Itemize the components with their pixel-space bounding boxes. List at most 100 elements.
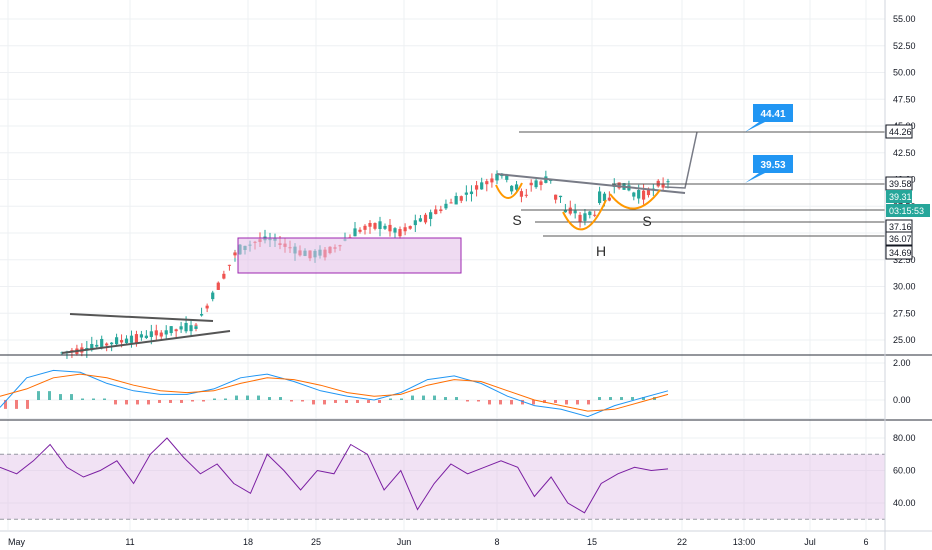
time-tick-label: Jul: [804, 537, 816, 547]
macd-histogram-bar: [59, 394, 62, 400]
price-tag-box[interactable]: [886, 204, 930, 217]
macd-histogram-bar: [4, 400, 7, 409]
candle-body: [539, 181, 543, 185]
macd-histogram-bar: [70, 394, 73, 400]
candle-body: [598, 191, 602, 204]
candle-body: [100, 338, 104, 348]
candle-body: [510, 185, 514, 192]
time-tick-label: 13:00: [733, 537, 756, 547]
price-tick-label: 50.00: [893, 68, 916, 78]
triangle-upper-trendline: [69, 313, 214, 322]
time-tick-label: 11: [125, 537, 134, 547]
price-tag-box[interactable]: [885, 231, 913, 246]
candle-body: [646, 188, 651, 196]
price-tag-label: 36.07: [889, 234, 912, 244]
macd-histogram-bar: [345, 400, 348, 403]
candle-body: [519, 191, 524, 197]
macd-histogram-bar: [521, 400, 524, 405]
price-tag-box[interactable]: [885, 124, 913, 139]
candle-body: [554, 194, 558, 200]
macd-histogram-bar: [48, 391, 51, 400]
candle-body: [449, 202, 453, 204]
candle-body: [216, 282, 220, 290]
macd-histogram-bar: [246, 395, 249, 400]
candle-body: [434, 209, 438, 215]
time-tick-label: 8: [494, 537, 499, 547]
macd-histogram-bar: [202, 400, 205, 402]
pattern-label-right-shoulder: S: [642, 213, 651, 229]
candle-body: [490, 178, 494, 183]
price-tag-label: 34.69: [889, 248, 912, 258]
macd-histogram-bar: [257, 395, 260, 400]
price-pane[interactable]: S H S 44.41 39.53: [60, 104, 885, 359]
candle-body: [134, 334, 139, 343]
candle-body: [524, 194, 528, 196]
candle-body: [393, 228, 397, 233]
macd-histogram-bar: [114, 400, 117, 405]
macd-pane[interactable]: [0, 369, 669, 418]
candle-body: [194, 324, 198, 326]
price-tick-label: 47.50: [893, 94, 916, 104]
macd-histogram-bar: [312, 400, 315, 405]
macd-histogram-bar: [488, 400, 491, 405]
macd-histogram-bar: [576, 400, 579, 405]
macd-histogram-bar: [378, 400, 381, 403]
macd-tick-label: 2.00: [893, 358, 911, 368]
candle-body: [95, 344, 99, 347]
macd-histogram-bar: [455, 397, 458, 400]
macd-histogram-bar: [191, 400, 194, 402]
target-callout-high-bubble[interactable]: [745, 104, 793, 132]
price-tag-box[interactable]: [885, 245, 913, 260]
target-callout-low-bubble[interactable]: [745, 155, 793, 183]
consolidation-rectangle: [237, 237, 462, 274]
price-tick-label: 42.50: [893, 148, 916, 158]
time-tick-label: 25: [311, 537, 321, 547]
candle-body: [514, 184, 519, 190]
price-tick-label: 32.50: [893, 255, 916, 265]
candle-body: [358, 229, 362, 232]
candle-body: [194, 326, 198, 329]
macd-histogram-bar: [543, 400, 546, 403]
candle-body: [413, 220, 417, 226]
candle-body: [480, 182, 484, 190]
rsi-band: [0, 454, 885, 520]
price-tick-label: 52.50: [893, 41, 916, 51]
candle-body: [593, 214, 597, 216]
candle-body: [227, 264, 232, 266]
macd-histogram-bar: [136, 400, 139, 405]
price-tag-box[interactable]: [886, 190, 912, 203]
candle-body: [368, 222, 372, 227]
candle-body: [388, 224, 392, 232]
macd-line: [0, 369, 669, 418]
candle-body: [398, 232, 402, 234]
candle-body: [588, 211, 592, 216]
macd-histogram-bar: [26, 400, 29, 409]
price-tick-label: 25.00: [893, 335, 916, 345]
candle-body: [563, 209, 567, 213]
rsi-tick-label: 60.00: [893, 466, 916, 476]
candle-body: [129, 335, 134, 343]
rsi-pane[interactable]: [0, 437, 885, 520]
macd-histogram-bar: [477, 400, 480, 402]
price-tag-label: 39.58: [889, 179, 912, 189]
head-curve: [562, 199, 607, 231]
candle-body: [110, 342, 114, 345]
candle-body: [495, 174, 499, 181]
candle-body: [199, 314, 204, 316]
candle-body: [485, 181, 489, 185]
candle-body: [641, 190, 646, 200]
macd-histogram-bar: [334, 400, 337, 403]
candle-body: [363, 225, 367, 230]
candle-body: [189, 325, 193, 332]
candle-body: [454, 195, 458, 205]
candle-body: [383, 225, 387, 229]
candle-body: [144, 335, 148, 339]
price-tick-label: 30.00: [893, 282, 916, 292]
candle-body: [418, 218, 423, 222]
time-tick-label: May: [8, 537, 26, 547]
target-callout-low-label: 39.53: [760, 160, 785, 171]
candle-body: [211, 292, 215, 300]
neckline-trendline: [496, 173, 686, 194]
macd-histogram-bar: [180, 400, 183, 403]
